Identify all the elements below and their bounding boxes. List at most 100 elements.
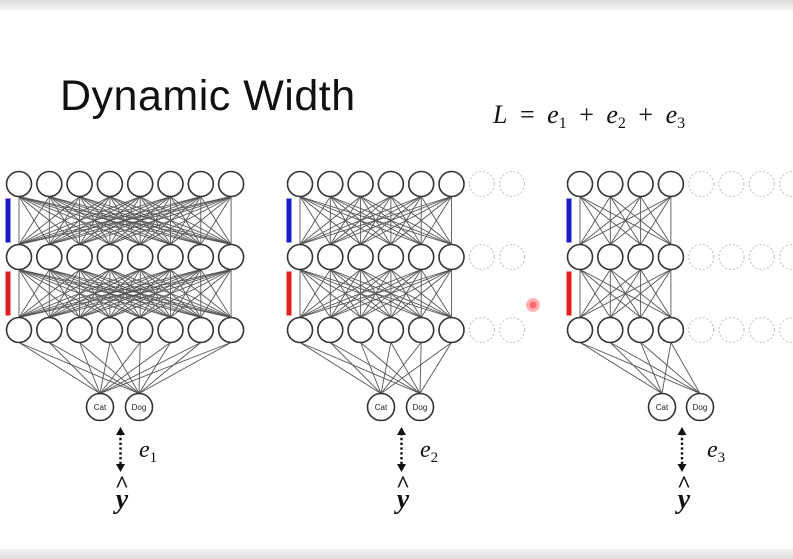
output-edge bbox=[99, 342, 232, 394]
connection-edge bbox=[299, 269, 361, 318]
slide-title: Dynamic Width bbox=[60, 72, 356, 120]
inactive-neuron-node bbox=[718, 243, 745, 271]
error-arrow-down-head bbox=[677, 464, 687, 472]
neuron-node bbox=[566, 243, 594, 271]
connection-edge bbox=[18, 269, 232, 318]
formula-term-2: e bbox=[606, 100, 618, 129]
output-label-cat: Cat bbox=[94, 403, 107, 412]
connection-edge bbox=[200, 269, 232, 318]
connection-edge bbox=[330, 269, 452, 318]
connection-edge bbox=[579, 196, 611, 245]
output-edge bbox=[390, 342, 421, 394]
connection-edge bbox=[390, 269, 452, 318]
connection-edge bbox=[360, 269, 452, 318]
connection-edge bbox=[109, 269, 232, 318]
target-yhat-2: ^ y bbox=[396, 472, 410, 515]
neuron-node bbox=[217, 170, 245, 198]
connection-edge bbox=[299, 196, 392, 245]
connection-edge bbox=[109, 196, 232, 245]
connection-edge bbox=[640, 196, 672, 245]
error-arrow-up-head bbox=[116, 427, 125, 435]
connection-edge bbox=[18, 196, 141, 245]
inactive-neuron-node bbox=[468, 316, 495, 344]
output-node-cat bbox=[366, 392, 396, 422]
connection-edge bbox=[18, 269, 201, 318]
connection-edge bbox=[299, 196, 422, 245]
connection-edge bbox=[360, 196, 452, 245]
neuron-node bbox=[187, 243, 215, 271]
neuron-node bbox=[566, 316, 594, 344]
neuron-node bbox=[66, 170, 93, 198]
layer-bar-blue bbox=[5, 198, 11, 243]
inactive-neuron-node bbox=[779, 170, 793, 198]
output-node-cat bbox=[85, 392, 115, 422]
neuron-node bbox=[657, 316, 685, 344]
pointer-highlight bbox=[526, 298, 540, 312]
connection-edge bbox=[299, 269, 392, 318]
target-yhat-3: ^ y bbox=[677, 472, 691, 515]
neuron-node bbox=[157, 170, 184, 198]
output-edge bbox=[579, 342, 663, 394]
inactive-neuron-node bbox=[688, 170, 715, 198]
neuron-node bbox=[316, 316, 344, 344]
connection-edge bbox=[330, 196, 452, 245]
neuron-node bbox=[407, 170, 435, 198]
neuron-node bbox=[566, 170, 594, 198]
connection-edge bbox=[299, 269, 452, 318]
layer-bar-red bbox=[5, 271, 11, 316]
output-node-dog bbox=[405, 392, 435, 422]
neuron-node bbox=[316, 170, 344, 198]
output-node-dog bbox=[685, 392, 715, 422]
connection-edge bbox=[18, 196, 201, 245]
neuron-node bbox=[5, 243, 33, 271]
neuron-node bbox=[377, 243, 405, 271]
output-edge bbox=[380, 342, 452, 394]
neuron-node bbox=[347, 316, 374, 344]
neuron-node bbox=[96, 316, 124, 344]
output-edge bbox=[329, 342, 382, 394]
connection-edge bbox=[579, 269, 611, 318]
output-label-dog: Dog bbox=[413, 403, 428, 412]
inactive-neuron-node bbox=[498, 316, 526, 344]
inactive-neuron-node bbox=[498, 243, 526, 271]
neuron-node bbox=[35, 170, 63, 198]
connection-edge bbox=[18, 269, 80, 318]
neuron-node bbox=[126, 243, 154, 271]
error-arrow-down-head bbox=[397, 464, 406, 472]
output-edge bbox=[79, 342, 140, 394]
inactive-neuron-node bbox=[718, 316, 745, 344]
output-edge bbox=[609, 342, 663, 394]
output-label-cat: Cat bbox=[656, 403, 669, 412]
connection-edge bbox=[299, 269, 331, 318]
connection-edge bbox=[299, 196, 452, 245]
error-arrow-up-head bbox=[397, 427, 406, 435]
inactive-neuron-node bbox=[779, 243, 793, 271]
connection-edge bbox=[640, 269, 672, 318]
output-edge bbox=[18, 342, 101, 394]
bottom-window-edge bbox=[0, 549, 793, 559]
neuron-node bbox=[35, 243, 63, 271]
inactive-neuron-node bbox=[748, 170, 775, 198]
connection-edge bbox=[139, 196, 232, 245]
output-edge bbox=[380, 342, 392, 394]
connection-edge bbox=[610, 196, 672, 245]
output-edge bbox=[138, 342, 232, 394]
connection-edge bbox=[18, 196, 232, 245]
output-edge bbox=[299, 342, 382, 394]
neuron-node bbox=[157, 316, 184, 344]
neuron-node bbox=[5, 170, 33, 198]
connection-edge bbox=[79, 196, 232, 245]
output-label-dog: Dog bbox=[132, 403, 147, 412]
neuron-node bbox=[596, 316, 624, 344]
neuron-node bbox=[657, 243, 685, 271]
neuron-node bbox=[596, 170, 624, 198]
neuron-node bbox=[438, 316, 465, 344]
neuron-node bbox=[126, 316, 154, 344]
inactive-neuron-node bbox=[779, 316, 793, 344]
neuron-node bbox=[187, 170, 215, 198]
formula-lhs: L bbox=[493, 100, 508, 129]
connection-edge bbox=[420, 269, 452, 318]
inactive-neuron-node bbox=[688, 316, 715, 344]
neuron-node bbox=[627, 170, 654, 198]
output-edge bbox=[79, 342, 101, 394]
